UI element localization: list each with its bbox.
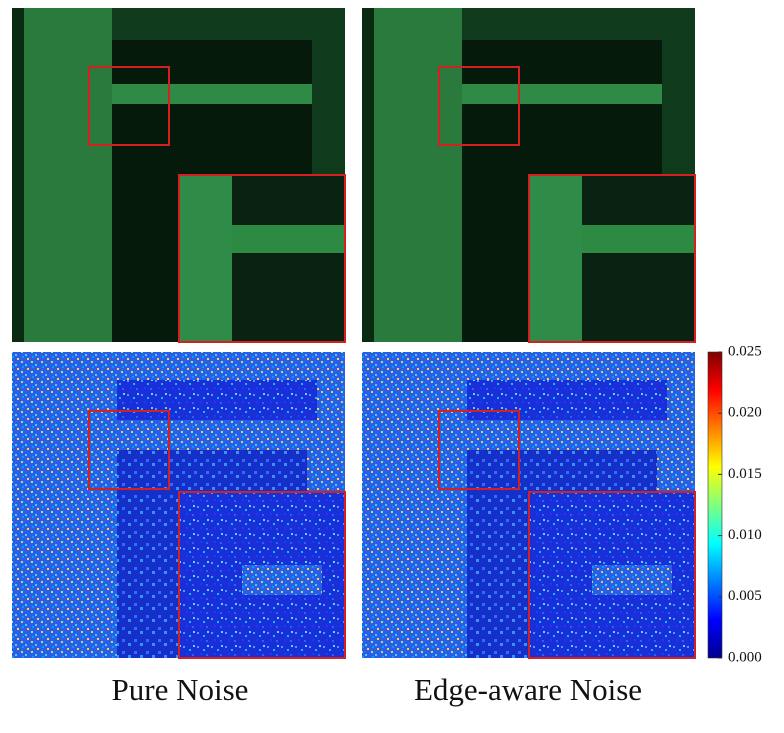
inset-wall [530,176,582,341]
edge [362,8,374,342]
tick-label: 0.010 [728,527,762,543]
panels [12,8,695,658]
beam [462,84,662,104]
error-panel [362,352,695,658]
tick-label: 0.005 [728,588,762,604]
inset-hot [242,565,322,595]
inset-wall [180,176,232,341]
photo-panel [12,8,345,342]
inset-hot [592,565,672,595]
tick-label: 0.020 [728,405,762,421]
error-panel [12,352,345,658]
tick-label: 0.025 [728,343,762,359]
inset-beam [232,225,344,253]
wall [24,8,112,342]
column-label: Pure Noise [112,672,249,707]
heatmap-top [467,380,667,420]
column-label: Edge-aware Noise [414,672,642,707]
inset-beam [582,225,694,253]
colorbar [708,352,722,658]
heatmap-top [117,380,317,420]
photo-panel [362,8,695,342]
colorbar-ticks: 0.000 0.005 0.010 0.015 0.020 0.025 [718,343,762,665]
tick-label: 0.000 [728,649,762,665]
wall [374,8,462,342]
tick-label: 0.015 [728,466,762,482]
edge [12,8,24,342]
figure: 0.000 0.005 0.010 0.015 0.020 0.025 Pure Nois… [0,0,784,733]
beam [112,84,312,104]
